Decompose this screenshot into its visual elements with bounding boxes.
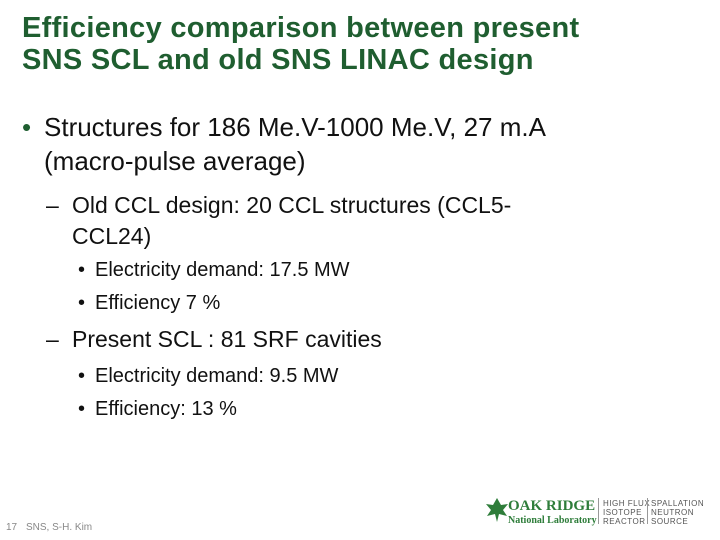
sub-text: Old CCL design: 20 CCL structures (CCL5-	[72, 192, 512, 218]
item-text: Efficiency 7 %	[95, 292, 221, 314]
bullet-marker: •	[22, 112, 32, 142]
bullet-marker: •	[78, 398, 86, 420]
title-line: Efficiency comparison between present	[22, 12, 580, 44]
logo-hfir: HIGH FLUX	[603, 499, 651, 508]
logo-sns: NEUTRON	[651, 508, 695, 517]
bullet-text: (macro-pulse average)	[44, 146, 306, 176]
logo-leaf	[486, 498, 508, 522]
logo-divider	[598, 498, 599, 524]
logo-divider	[647, 498, 648, 524]
logo-sns: SPALLATION	[651, 499, 705, 508]
footer-author: SNS, S-H. Kim	[26, 522, 93, 533]
item-text: Efficiency: 13 %	[95, 398, 237, 420]
page-number: 17	[6, 522, 18, 533]
dash-marker: –	[46, 192, 59, 218]
logo-hfir: REACTOR	[603, 517, 646, 526]
bullet-marker: •	[78, 365, 86, 387]
sub-text: CCL24)	[72, 223, 152, 249]
item-text: Electricity demand: 17.5 MW	[95, 259, 350, 281]
logo-hfir: ISOTOPE	[603, 508, 642, 517]
logo-sns: SOURCE	[651, 517, 689, 526]
bullet-marker: •	[78, 259, 86, 281]
bullet-marker: •	[78, 292, 86, 314]
bullet-text: Structures for 186 Me.V-1000 Me.V, 27 m.…	[44, 112, 546, 142]
item-text: Electricity demand: 9.5 MW	[95, 365, 339, 387]
title-line: SNS SCL and old SNS LINAC design	[22, 44, 534, 76]
sub-text: Present SCL : 81 SRF cavities	[72, 326, 382, 352]
dash-marker: –	[46, 326, 59, 352]
logo-ornl: National Laboratory	[508, 515, 597, 526]
logo-ornl: OAK RIDGE	[508, 498, 596, 514]
